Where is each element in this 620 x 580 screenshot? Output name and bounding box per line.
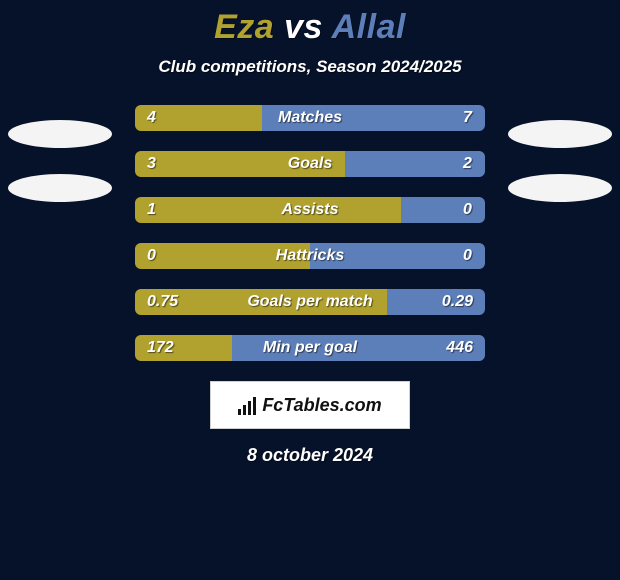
comparison-card: Eza vs Allal Club competitions, Season 2… (0, 0, 620, 580)
stat-label: Matches (278, 109, 342, 127)
stat-value-right: 2 (463, 155, 473, 173)
stat-value-left: 0.75 (147, 293, 178, 311)
logo-text: FcTables.com (262, 395, 381, 416)
stat-row: 172 Min per goal 446 (135, 335, 485, 361)
avatar-placeholder (508, 174, 612, 202)
stat-row: 0 Hattricks 0 (135, 243, 485, 269)
logo-box: FcTables.com (210, 381, 410, 429)
bar-chart-icon (238, 395, 256, 415)
stat-value-right: 0 (463, 201, 473, 219)
stat-value-right: 446 (446, 339, 473, 357)
title-vs: vs (284, 8, 323, 46)
stat-value-right: 7 (463, 109, 473, 127)
avatar-placeholder (8, 174, 112, 202)
stat-value-left: 0 (147, 247, 157, 265)
stat-value-left: 172 (147, 339, 174, 357)
stat-row: 4 Matches 7 (135, 105, 485, 131)
stat-value-left: 1 (147, 201, 157, 219)
avatar-column-right (508, 120, 612, 202)
date-label: 8 october 2024 (247, 445, 373, 466)
avatar-column-left (8, 120, 112, 202)
stat-label: Goals (288, 155, 332, 173)
title-player1: Eza (214, 8, 274, 46)
stat-label: Hattricks (276, 247, 344, 265)
footer: FcTables.com 8 october 2024 (0, 381, 620, 466)
stat-label: Assists (282, 201, 339, 219)
stat-row: 3 Goals 2 (135, 151, 485, 177)
stat-row: 1 Assists 0 (135, 197, 485, 223)
stat-value-left: 3 (147, 155, 157, 173)
title-player2: Allal (332, 8, 406, 46)
subtitle: Club competitions, Season 2024/2025 (0, 57, 620, 77)
stat-label: Min per goal (263, 339, 357, 357)
stat-value-right: 0 (463, 247, 473, 265)
stat-value-right: 0.29 (442, 293, 473, 311)
stat-value-left: 4 (147, 109, 157, 127)
avatar-placeholder (8, 120, 112, 148)
stat-label: Goals per match (247, 293, 372, 311)
avatar-placeholder (508, 120, 612, 148)
stat-row: 0.75 Goals per match 0.29 (135, 289, 485, 315)
page-title: Eza vs Allal (0, 0, 620, 47)
